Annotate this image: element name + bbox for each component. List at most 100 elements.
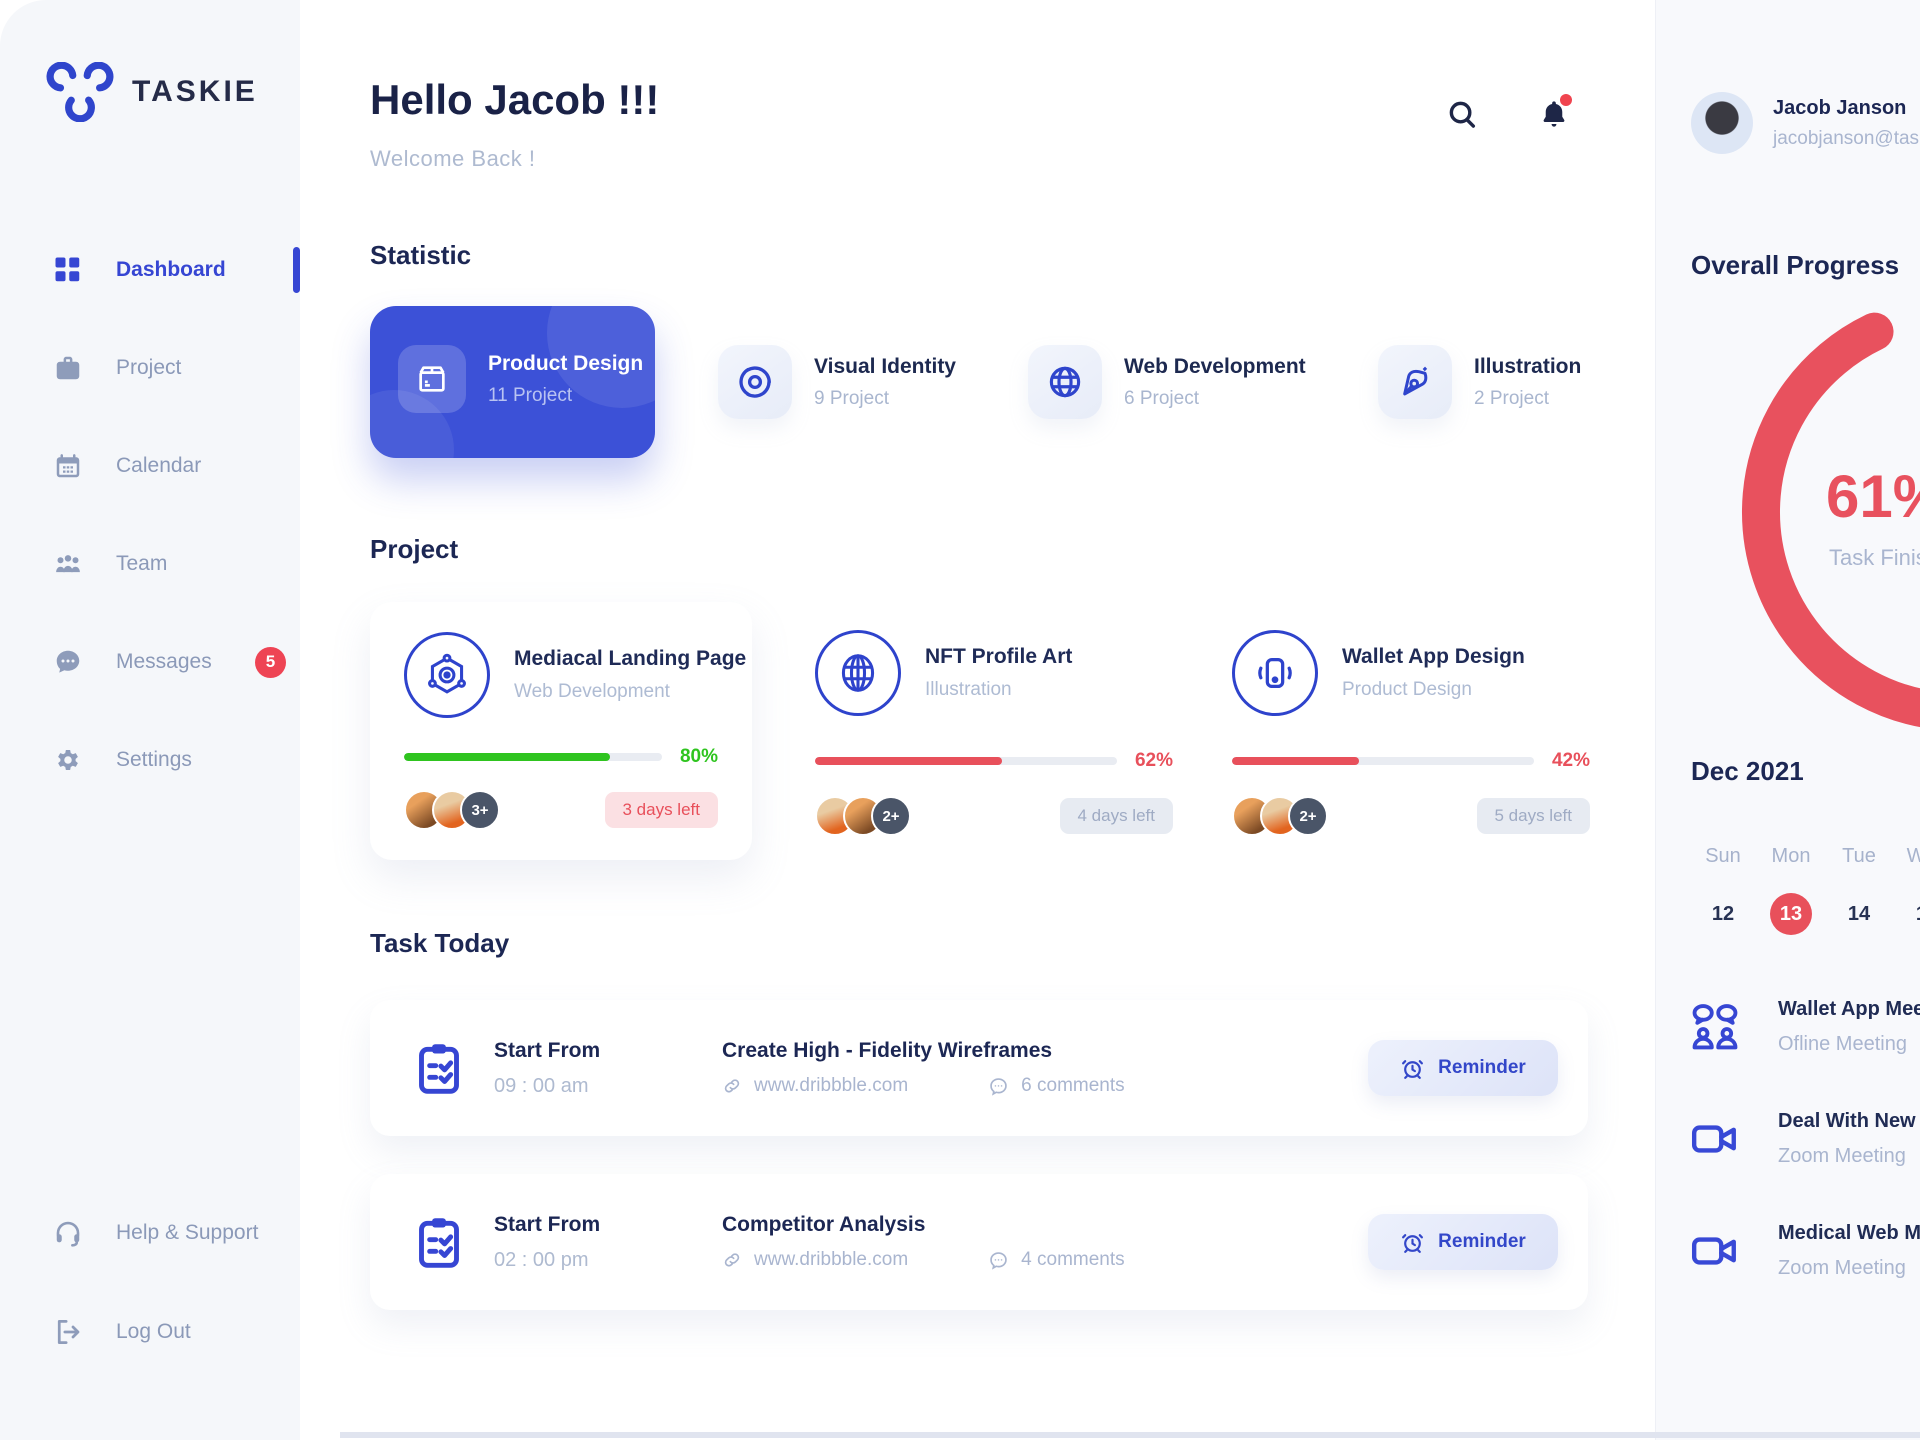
meeting-list: Wallet App Meeting Ofline Meeting Deal W…	[1686, 998, 1920, 1280]
progress-percent: 42%	[1551, 750, 1590, 771]
overall-progress-percent: 61%	[1826, 463, 1920, 530]
profile-block[interactable]: Jacob Janson jacobjanson@taskie.com	[1691, 92, 1920, 154]
project-title: Wallet App Design	[1342, 645, 1525, 668]
calendar-dates: 12 13 14 15	[1689, 892, 1920, 936]
meeting-type: Zoom Meeting	[1778, 1145, 1906, 1167]
day-header: Sun	[1705, 845, 1741, 867]
calendar-date-selected[interactable]: 13	[1757, 892, 1825, 936]
hexagon-network-icon	[404, 632, 490, 718]
comment-icon	[990, 1251, 1007, 1270]
project-category: Illustration	[925, 679, 1012, 700]
meeting-item[interactable]: Medical Web Meeting Zoom Meeting	[1686, 1222, 1920, 1280]
calendar-date[interactable]: 15	[1893, 892, 1920, 936]
calendar-day-headers: Sun Mon Tue Wed	[1689, 845, 1920, 868]
meeting-type: Zoom Meeting	[1778, 1257, 1906, 1279]
day-header: Wed	[1906, 845, 1920, 867]
stat-card-title: Web Development	[1124, 354, 1306, 378]
task-row[interactable]: Start From 02 : 00 pm Competitor Analysi…	[370, 1174, 1588, 1310]
avatar-more: 3+	[460, 790, 500, 830]
task-row[interactable]: Start From 09 : 00 am Create High - Fide…	[370, 1000, 1588, 1136]
avatar	[1691, 92, 1753, 154]
right-panel: Jacob Janson jacobjanson@taskie.com Over…	[1655, 0, 1920, 1440]
project-card-nft-profile-art[interactable]: NFT Profile Art Illustration 62% 2+ 4 da…	[815, 630, 1173, 836]
progress-bar: 80%	[404, 746, 718, 768]
statistic-title: Statistic	[370, 240, 472, 270]
stat-card-title: Illustration	[1474, 354, 1582, 378]
phone-waves-icon	[1232, 630, 1318, 716]
project-section-title: Project	[370, 534, 459, 564]
task-link[interactable]: www.dribbble.com	[722, 1075, 908, 1097]
meeting-item[interactable]: Deal With New Client Zoom Meeting	[1686, 1110, 1920, 1168]
meeting-type: Ofline Meeting	[1778, 1033, 1907, 1055]
messages-badge: 5	[255, 646, 286, 678]
reminder-label: Reminder	[1438, 1057, 1526, 1078]
stat-card-visual-identity[interactable]: Visual Identity 9 Project	[718, 345, 956, 419]
days-left-badge: 3 days left	[604, 792, 718, 828]
sidebar-item-logout[interactable]: Log Out	[0, 1307, 300, 1357]
stat-card-title: Visual Identity	[814, 354, 956, 378]
profile-name: Jacob Janson	[1773, 96, 1907, 119]
project-card-mediacal-landing-page[interactable]: Mediacal Landing Page Web Development 80…	[370, 602, 752, 860]
task-comments[interactable]: 4 comments	[988, 1249, 1125, 1271]
calendar-date[interactable]: 12	[1711, 902, 1735, 925]
project-row: Mediacal Landing Page Web Development 80…	[370, 600, 1650, 880]
taskie-logo-icon	[46, 62, 114, 122]
sidebar-item-settings[interactable]: Settings	[0, 735, 300, 785]
calendar-month: Dec 2021	[1691, 756, 1804, 786]
sidebar-item-messages[interactable]: Messages 5	[0, 637, 300, 687]
stat-card-count: 6 Project	[1124, 387, 1199, 409]
logout-icon	[52, 1317, 84, 1347]
sidebar-item-help-support[interactable]: Help & Support	[0, 1208, 300, 1258]
team-icon	[52, 548, 84, 580]
chat-icon	[52, 646, 84, 678]
briefcase-icon	[52, 352, 84, 384]
project-card-wallet-app-design[interactable]: Wallet App Design Product Design 42% 2+ …	[1232, 630, 1590, 836]
sidebar-item-label: Log Out	[116, 1320, 191, 1343]
progress-percent: 62%	[1134, 750, 1173, 771]
sidebar-nav: Dashboard Project Calendar	[0, 245, 300, 785]
main-content: Hello Jacob !!! Welcome Back ! Statistic	[300, 0, 1655, 1440]
welcome-subtitle: Welcome Back !	[370, 146, 536, 171]
search-icon[interactable]	[1440, 92, 1484, 136]
stat-card-web-development[interactable]: Web Development 6 Project	[1028, 345, 1306, 419]
meeting-title: Medical Web Meeting	[1778, 1222, 1920, 1244]
project-title: Mediacal Landing Page	[514, 647, 747, 670]
sidebar-item-calendar[interactable]: Calendar	[0, 441, 300, 491]
alarm-clock-icon	[1402, 1059, 1424, 1079]
comment-icon	[990, 1077, 1007, 1096]
calendar-date[interactable]: 14	[1847, 902, 1871, 925]
headset-icon	[52, 1218, 84, 1248]
task-start-label: Start From	[494, 1212, 601, 1236]
member-avatars: 2+	[815, 796, 911, 836]
meeting-item[interactable]: Wallet App Meeting Ofline Meeting	[1686, 998, 1920, 1056]
stat-card-count: 9 Project	[814, 387, 889, 409]
sidebar-item-project[interactable]: Project	[0, 343, 300, 393]
avatar-more: 2+	[1288, 796, 1328, 836]
globe-wire-icon	[815, 630, 901, 716]
project-title: NFT Profile Art	[925, 645, 1073, 668]
reminder-button[interactable]: Reminder	[1368, 1040, 1558, 1096]
member-avatars: 2+	[1232, 796, 1328, 836]
task-today-title: Task Today	[370, 928, 510, 958]
member-avatars: 3+	[404, 790, 500, 830]
stat-card-illustration[interactable]: Illustration 2 Project	[1378, 345, 1581, 419]
task-comments-text: 6 comments	[1021, 1075, 1125, 1096]
meeting-title: Wallet App Meeting	[1778, 998, 1920, 1020]
people-chat-icon	[1686, 998, 1744, 1054]
sidebar-item-team[interactable]: Team	[0, 539, 300, 589]
globe-icon	[1028, 345, 1102, 419]
meeting-title: Deal With New Client	[1778, 1110, 1920, 1132]
progress-bar: 62%	[815, 750, 1173, 772]
gear-icon	[52, 744, 84, 776]
notification-bell-icon[interactable]	[1532, 92, 1576, 136]
task-link[interactable]: www.dribbble.com	[722, 1249, 908, 1271]
sidebar-item-label: Messages	[116, 650, 212, 673]
notification-dot	[1560, 94, 1572, 106]
reminder-button[interactable]: Reminder	[1368, 1214, 1558, 1270]
stat-card-product-design[interactable]: Product Design 11 Project	[370, 306, 655, 458]
avatar-more: 2+	[871, 796, 911, 836]
task-start-label: Start From	[494, 1038, 601, 1062]
task-comments[interactable]: 6 comments	[988, 1075, 1125, 1097]
reminder-label: Reminder	[1438, 1231, 1526, 1252]
sidebar-item-dashboard[interactable]: Dashboard	[0, 245, 300, 295]
